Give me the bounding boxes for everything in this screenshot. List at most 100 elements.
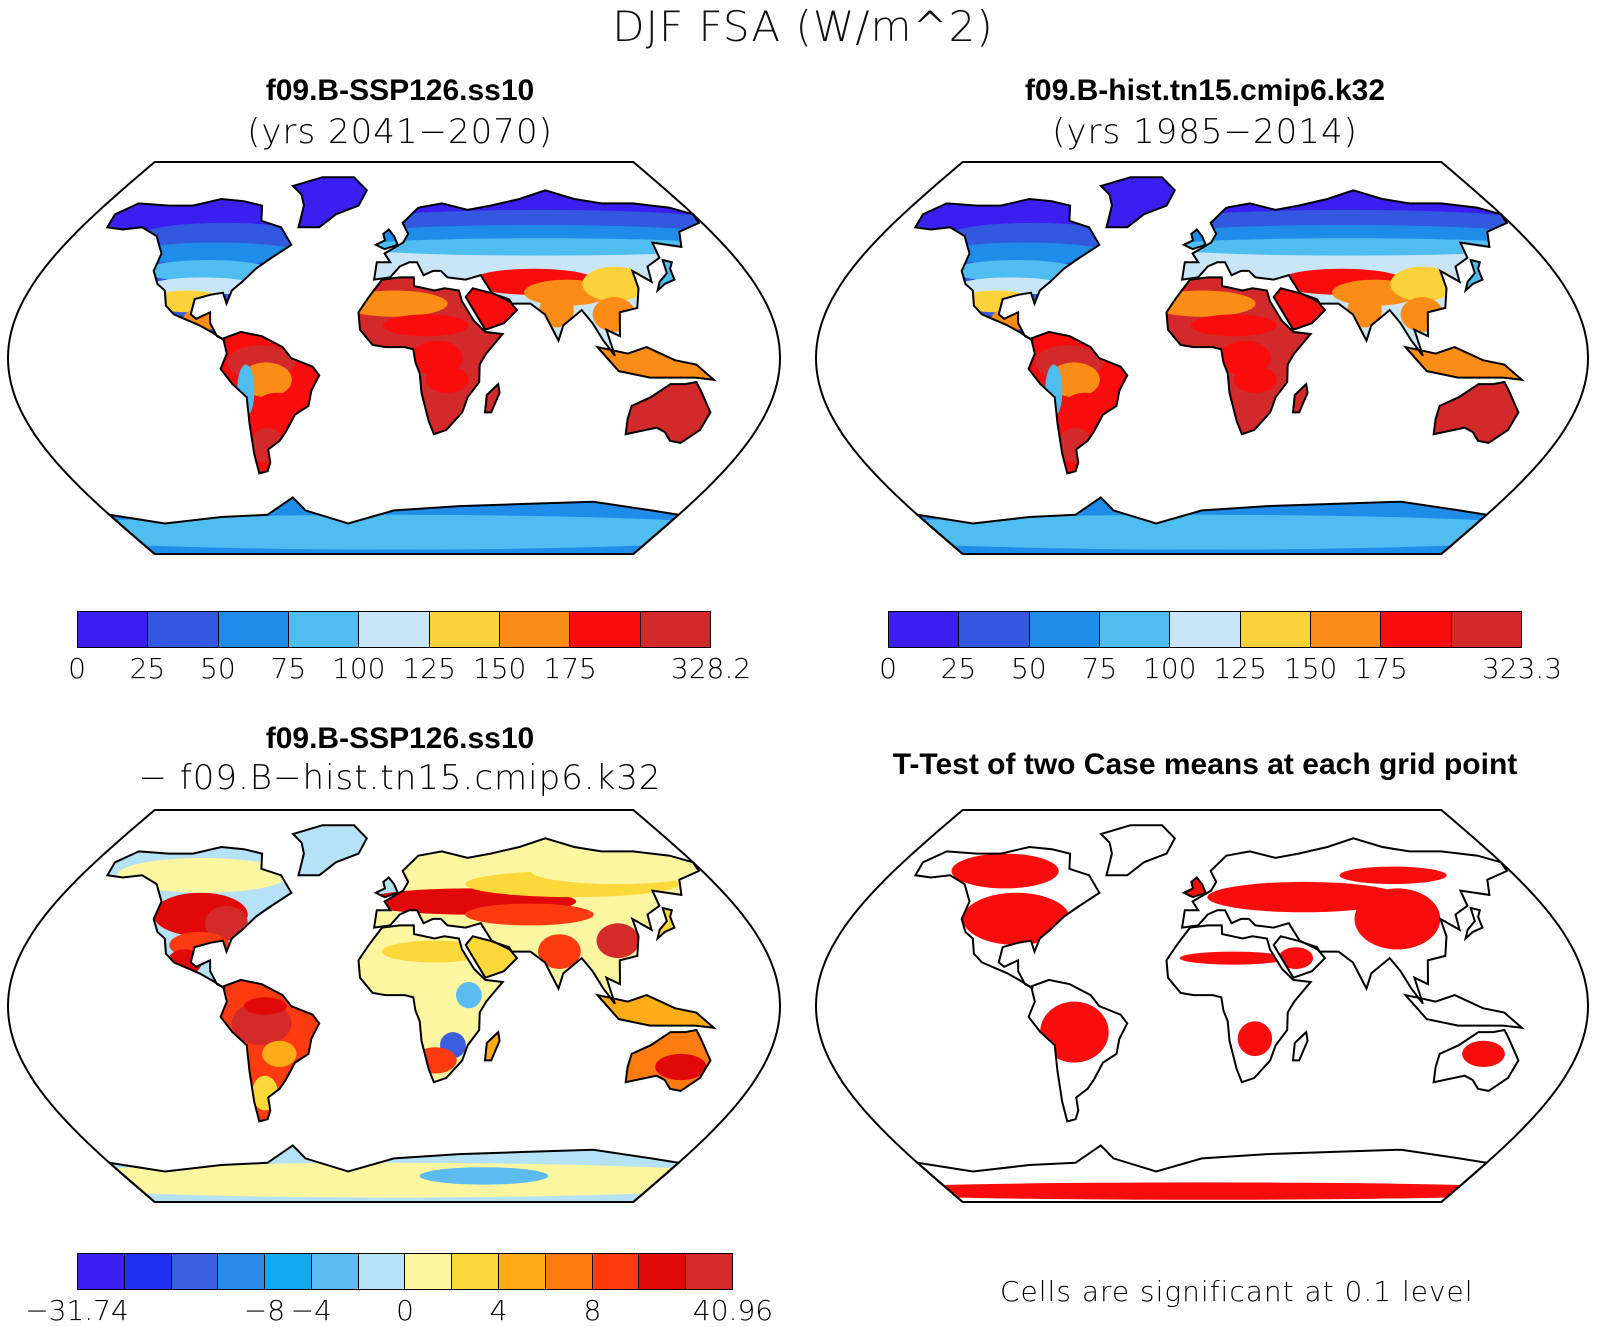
colorbar-future bbox=[77, 611, 711, 648]
colorbar-swatch bbox=[686, 1254, 732, 1289]
coastline bbox=[913, 845, 1101, 990]
panel-future-title: f09.B-SSP126.ss10 bbox=[265, 74, 535, 107]
panel-ttest-title: T-Test of two Case means at each grid po… bbox=[892, 748, 1518, 781]
coastline bbox=[1099, 824, 1177, 877]
coastline bbox=[1432, 380, 1520, 444]
field-region bbox=[149, 277, 257, 295]
field-region bbox=[262, 1040, 297, 1067]
colorbar-swatch bbox=[592, 1254, 640, 1289]
coastline bbox=[105, 197, 293, 342]
field-region bbox=[957, 277, 1065, 295]
field-region bbox=[1237, 1021, 1273, 1057]
coastline bbox=[357, 276, 505, 436]
field-region bbox=[1354, 888, 1441, 950]
coastline bbox=[1027, 330, 1129, 475]
colorbar-swatch bbox=[358, 1254, 406, 1289]
colorbar-tick-label: 150 bbox=[1283, 652, 1338, 685]
field-region bbox=[915, 514, 1522, 550]
field-region bbox=[655, 1053, 707, 1081]
colorbar-tick-label: 25 bbox=[129, 652, 166, 685]
map-difference bbox=[6, 809, 782, 1203]
colorbar-swatch bbox=[1240, 612, 1311, 647]
colorbar-swatch bbox=[1170, 612, 1241, 647]
colorbar-tick-label: 328.2 bbox=[670, 652, 752, 685]
coastline bbox=[1272, 287, 1327, 331]
colorbar-tick-label: 50 bbox=[1011, 652, 1047, 685]
coastline bbox=[655, 258, 676, 294]
map-ttest bbox=[814, 809, 1590, 1203]
colorbar-swatch bbox=[124, 1254, 172, 1289]
coastline bbox=[1402, 993, 1525, 1030]
panel-difference-subtitle: − f09.B−hist.tn15.cmip6.k32 bbox=[138, 758, 662, 798]
land-indonesia bbox=[597, 347, 714, 380]
colorbar-swatch bbox=[1310, 612, 1382, 647]
coastline bbox=[372, 189, 701, 357]
land-madagascar bbox=[1293, 384, 1308, 413]
land-australia bbox=[625, 382, 711, 443]
colorbar-tick-label: 40.96 bbox=[692, 1294, 774, 1327]
panel-future-subtitle: (yrs 2041−2070) bbox=[247, 112, 553, 152]
land-madagascar bbox=[485, 384, 500, 413]
field-region bbox=[530, 857, 703, 885]
field-region bbox=[138, 222, 311, 250]
colorbar-tick-label: −31.74 bbox=[25, 1294, 129, 1327]
land-indonesia bbox=[1405, 995, 1522, 1028]
coastline bbox=[1291, 1030, 1309, 1062]
field-region bbox=[425, 366, 469, 393]
field-region bbox=[946, 222, 1119, 250]
colorbar-swatch bbox=[218, 1254, 266, 1289]
colorbar-swatch bbox=[78, 1254, 125, 1289]
colorbar-tick-label: −4 bbox=[290, 1294, 332, 1327]
coastline bbox=[594, 345, 717, 382]
land-greenland bbox=[293, 825, 367, 876]
field-region bbox=[1390, 266, 1455, 302]
field-region bbox=[951, 853, 1059, 889]
field-region bbox=[419, 1167, 549, 1185]
field-region bbox=[1179, 951, 1287, 965]
colorbar-tick-label: 75 bbox=[270, 652, 307, 685]
map-border bbox=[6, 809, 782, 1203]
map-border bbox=[6, 161, 782, 555]
colorbar-swatch bbox=[1381, 612, 1452, 647]
field-region bbox=[1339, 866, 1447, 884]
field-region bbox=[1462, 1040, 1505, 1067]
panel-difference-title: f09.B-SSP126.ss10 bbox=[265, 722, 535, 755]
coastline bbox=[624, 1028, 712, 1092]
coastline bbox=[1291, 382, 1309, 414]
field-region bbox=[582, 266, 647, 302]
field-region bbox=[1040, 1001, 1109, 1063]
land-madagascar bbox=[1293, 1032, 1308, 1061]
coastline bbox=[105, 845, 293, 990]
colorbar-swatch bbox=[499, 612, 571, 647]
land-arabia bbox=[1273, 288, 1325, 330]
field-region bbox=[205, 905, 248, 941]
field-region bbox=[465, 903, 594, 926]
coastline bbox=[1165, 924, 1313, 1084]
coastline bbox=[1402, 345, 1525, 382]
colorbar-tick-label: 0 bbox=[879, 652, 897, 685]
land-australia bbox=[1433, 382, 1519, 443]
colorbar-swatch bbox=[148, 612, 219, 647]
coastline bbox=[357, 924, 505, 1084]
field-region bbox=[596, 923, 640, 959]
field-region bbox=[1233, 366, 1277, 393]
significance-note: Cells are significant at 0.1 level bbox=[1000, 1275, 1474, 1308]
colorbar-swatch bbox=[959, 612, 1030, 647]
map-future bbox=[6, 161, 782, 555]
field-region bbox=[411, 340, 463, 376]
colorbar-swatch bbox=[452, 1254, 500, 1289]
coastline bbox=[372, 837, 701, 1005]
land-madagascar bbox=[485, 1032, 500, 1061]
colorbar-swatch bbox=[640, 612, 710, 647]
coastline bbox=[219, 978, 321, 1123]
colorbar-swatch bbox=[889, 612, 960, 647]
coastline bbox=[594, 993, 717, 1030]
colorbar-swatch bbox=[639, 1254, 687, 1289]
colorbar-swatch bbox=[171, 1254, 219, 1289]
coastline bbox=[1165, 276, 1313, 436]
coastline bbox=[219, 330, 321, 475]
field-region bbox=[1156, 238, 1522, 256]
colorbar-swatch bbox=[499, 1254, 546, 1289]
colorbar-swatch bbox=[1029, 612, 1100, 647]
coastline bbox=[1180, 189, 1509, 357]
